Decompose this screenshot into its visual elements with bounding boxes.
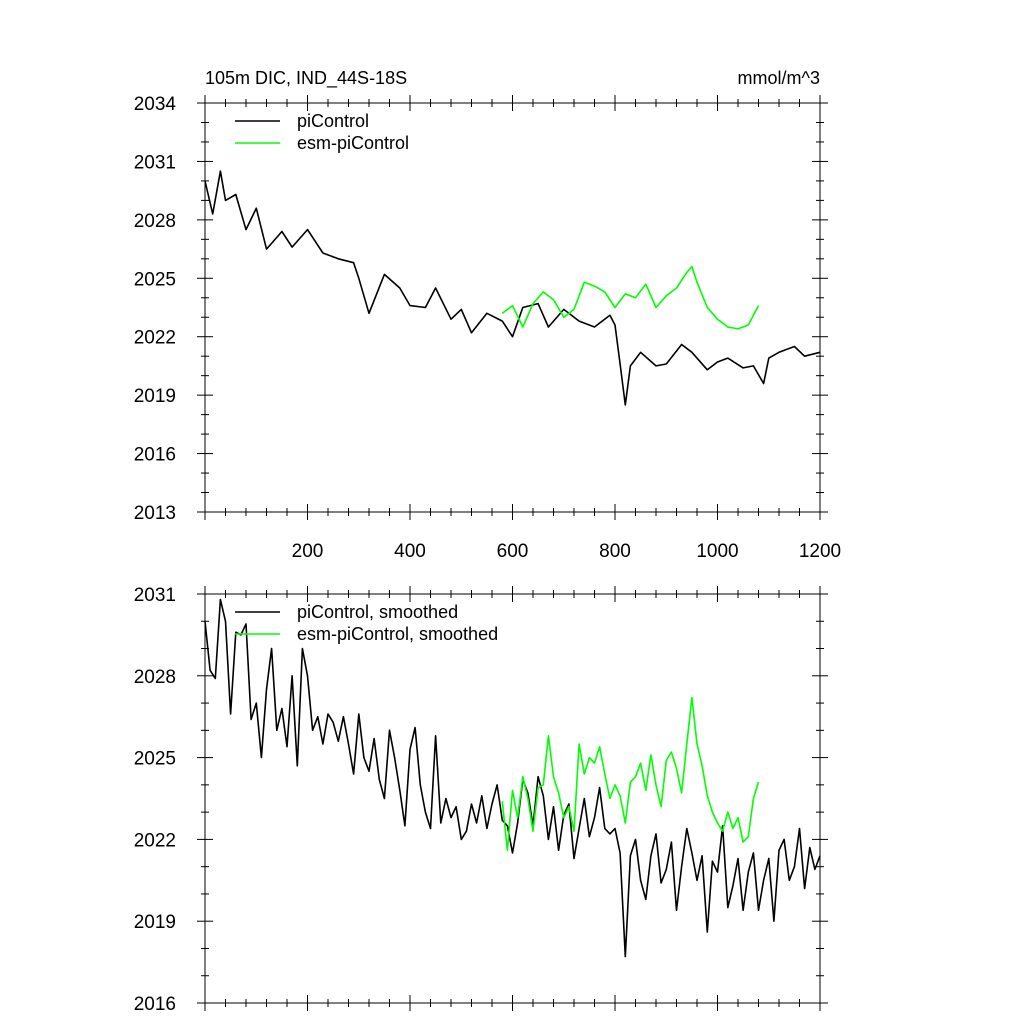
y-tick-label: 2013 bbox=[134, 503, 176, 524]
y-tick-label: 2016 bbox=[134, 445, 176, 466]
x-tick-label: 1200 bbox=[799, 541, 841, 562]
y-tick-label: 2016 bbox=[134, 994, 176, 1015]
panel-top: 2013 2016 2019 2022 2025 2028 2031 2034 200 400 60… bbox=[134, 94, 841, 562]
x-tick-label: 1000 bbox=[696, 541, 738, 562]
y-tick-label: 2019 bbox=[134, 912, 176, 933]
legend-label: esm-piControl bbox=[297, 133, 409, 153]
x-tick-label: 200 bbox=[292, 541, 324, 562]
legend-label: piControl bbox=[297, 111, 369, 131]
series-line-esm-picontrol bbox=[501, 696, 760, 852]
legend-label: piControl, smoothed bbox=[297, 602, 458, 622]
series-line-picontrol bbox=[204, 598, 821, 958]
y-tick-label: 2031 bbox=[134, 585, 176, 606]
panel-bottom: 2016 2019 2022 2025 2028 2031 piControl, smoot… bbox=[134, 585, 828, 1015]
y-tick-label: 2028 bbox=[134, 211, 176, 232]
y-tick-label: 2025 bbox=[134, 749, 176, 770]
plot-frame bbox=[204, 102, 821, 513]
units-label: mmol/m^3 bbox=[738, 68, 820, 88]
y-tick-label: 2019 bbox=[134, 386, 176, 407]
x-tick-label: 600 bbox=[497, 541, 529, 562]
y-tick-label: 2022 bbox=[134, 830, 176, 851]
x-tick-label: 400 bbox=[394, 541, 426, 562]
series-line-esm-picontrol bbox=[501, 265, 760, 330]
y-tick-label: 2031 bbox=[134, 152, 176, 173]
chart-title: 105m DIC, IND_44S-18S bbox=[205, 68, 407, 89]
y-tick-label: 2022 bbox=[134, 328, 176, 349]
y-tick-label: 2025 bbox=[134, 269, 176, 290]
legend-label: esm-piControl, smoothed bbox=[297, 624, 498, 644]
y-tick-label: 2028 bbox=[134, 667, 176, 688]
x-tick-label: 800 bbox=[599, 541, 631, 562]
series-line-picontrol bbox=[204, 170, 821, 406]
y-tick-label: 2034 bbox=[134, 94, 177, 115]
